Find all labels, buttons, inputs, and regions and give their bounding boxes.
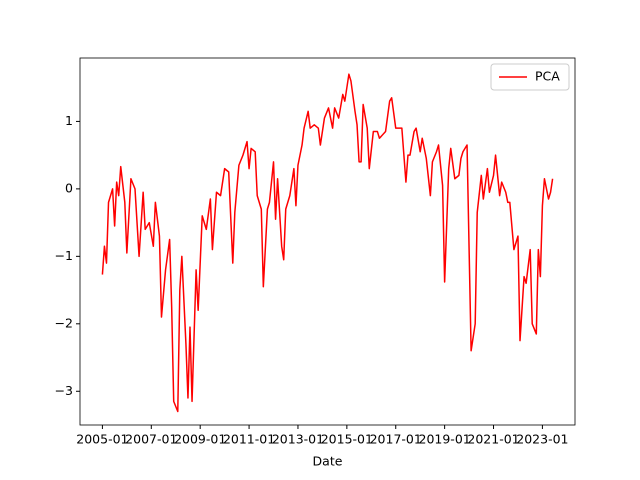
plot-frame [79, 57, 576, 426]
y-tick-label: 1 [65, 113, 73, 128]
data-line [101, 73, 554, 413]
y-tick-label: −1 [55, 248, 73, 263]
y-tick-label: −2 [55, 315, 73, 330]
x-tick-label: 2013-01 [272, 432, 324, 447]
y-tick-label: −3 [55, 383, 73, 398]
x-tick-label: 2007-01 [125, 432, 177, 447]
y-tick-label: 0 [65, 180, 73, 195]
x-tick-label: 2023-01 [516, 432, 568, 447]
x-tick-label: 2017-01 [370, 432, 422, 447]
x-tick-label: 2009-01 [174, 432, 226, 447]
x-tick-label: 2015-01 [321, 432, 373, 447]
x-tick-label: 2011-01 [223, 432, 275, 447]
x-tick-label: 2021-01 [467, 432, 519, 447]
legend-box [490, 63, 570, 91]
x-axis-label: Date [313, 454, 343, 469]
legend-label: PCA [535, 69, 560, 84]
x-tick-label: 2005-01 [76, 432, 128, 447]
x-tick-label: 2019-01 [419, 432, 471, 447]
